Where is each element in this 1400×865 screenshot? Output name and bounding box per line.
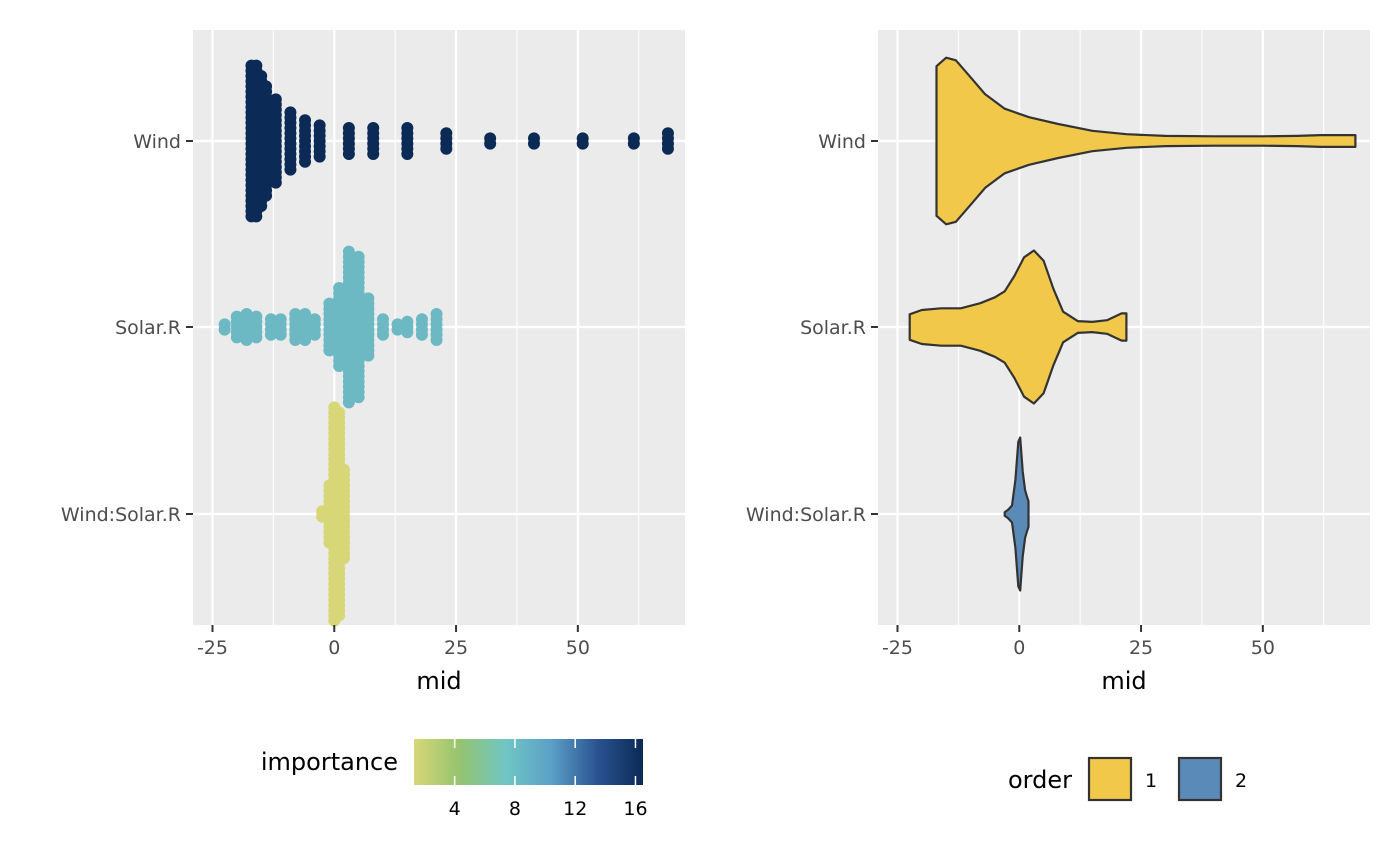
point	[250, 210, 263, 223]
legend-entry-1: 1	[1087, 756, 1157, 802]
point	[440, 142, 453, 155]
y-tick-label: Wind:Solar.R	[746, 504, 866, 526]
x-axis-title: mid	[416, 667, 461, 695]
point	[430, 334, 443, 346]
point	[323, 344, 336, 357]
point	[342, 396, 355, 409]
legend-key	[1177, 756, 1223, 802]
y-tick-label: Solar.R	[800, 317, 866, 339]
beeswarm-chart: Wind Solar.R Wind:Solar.R -25 0 25 50 mid	[61, 30, 685, 695]
point	[260, 189, 273, 202]
y-tick-label: Wind:Solar.R	[61, 504, 181, 526]
legend-label: 2	[1235, 770, 1247, 792]
point	[299, 334, 312, 346]
point	[527, 137, 540, 150]
x-tick-label: 25	[1129, 637, 1153, 659]
legend-entry-2: 2	[1177, 756, 1247, 802]
x-axis-title: mid	[1101, 667, 1146, 695]
colorbar-tick-label: 16	[623, 798, 647, 820]
importance-legend: importance 4 8 12 16	[261, 739, 648, 820]
point	[230, 331, 243, 344]
y-tick-label: Wind	[818, 131, 866, 153]
point	[352, 391, 365, 404]
legend-label: 1	[1145, 770, 1157, 792]
point	[367, 148, 380, 160]
point	[391, 323, 404, 336]
point	[289, 334, 302, 346]
legend-title: importance	[261, 748, 398, 776]
x-tick-label: 0	[1013, 637, 1025, 659]
series-wind-solar-r	[316, 401, 351, 627]
x-tick-label: 50	[566, 637, 590, 659]
x-tick-label: -25	[197, 637, 228, 659]
point	[299, 155, 312, 168]
x-tick-label: -25	[882, 637, 913, 659]
violin-solar-r	[908, 249, 1128, 405]
point	[218, 323, 231, 336]
point	[661, 142, 674, 155]
point	[269, 176, 282, 189]
colorbar-tick-label: 4	[449, 798, 461, 820]
series-solar-r	[218, 245, 443, 409]
point	[274, 328, 287, 341]
point	[484, 137, 497, 150]
y-tick-label: Wind	[133, 131, 181, 153]
colorbar	[414, 739, 643, 785]
point	[264, 328, 277, 341]
x-tick-label: 25	[444, 637, 468, 659]
point	[333, 360, 346, 372]
point	[415, 328, 428, 341]
point	[576, 137, 589, 150]
series-wind	[245, 59, 674, 223]
order-legend: order 1 2	[1008, 756, 1247, 802]
point	[333, 609, 346, 622]
point	[342, 148, 355, 160]
violin-wind	[935, 56, 1357, 226]
legend-key	[1087, 756, 1133, 802]
legend-title: order	[1008, 766, 1072, 794]
point	[240, 334, 253, 346]
violin-wind-solar-r	[1003, 436, 1030, 592]
point	[627, 137, 640, 150]
point	[376, 328, 389, 341]
point	[255, 200, 268, 212]
violin-chart: Wind Solar.R Wind:Solar.R -25 0 25 50 mid	[746, 30, 1370, 695]
y-tick-label: Solar.R	[115, 317, 181, 339]
colorbar-tick-label: 12	[563, 798, 587, 820]
point	[362, 349, 375, 362]
x-tick-label: 0	[328, 637, 340, 659]
x-tick-label: 50	[1251, 637, 1275, 659]
point	[308, 328, 321, 341]
point	[313, 150, 326, 163]
point	[401, 148, 414, 160]
point	[284, 163, 297, 176]
colorbar-tick-label: 8	[509, 798, 521, 820]
point	[250, 331, 263, 344]
point	[338, 552, 351, 565]
point	[401, 326, 414, 339]
